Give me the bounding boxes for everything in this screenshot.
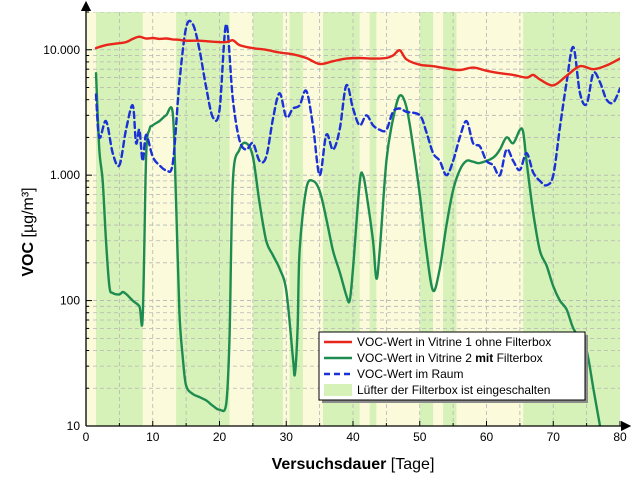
legend-box — [318, 331, 586, 401]
x-tick-label: 0 — [83, 430, 90, 444]
legend-entry-raum: VOC-Wert im Raum — [357, 367, 463, 381]
y-tick-label: 100 — [60, 294, 80, 308]
y-axis-title-main: VOC — [20, 242, 37, 277]
series-lines — [94, 19, 620, 426]
x-tick-label: 60 — [480, 430, 494, 444]
x-axis-title-unit: [Tage] — [391, 456, 435, 473]
x-tick-label: 40 — [346, 430, 360, 444]
series-line-vitrine-1 — [94, 35, 620, 87]
y-tick-label: 10.000 — [43, 43, 80, 57]
y-tick-label: 1.000 — [50, 168, 80, 182]
y-axis-title-unit: [µg/m³] — [20, 187, 37, 237]
y-axis-title: VOC [µg/m³] — [20, 187, 37, 276]
legend-swatch-fan — [324, 384, 352, 396]
x-axis-title-main: Versuchsdauer — [272, 456, 387, 473]
x-tick-label: 70 — [547, 430, 561, 444]
y-tick-label: 10 — [67, 419, 81, 433]
legend-entry-fan: Lüfter der Filterbox ist eingeschalten — [357, 383, 550, 397]
x-tick-label: 10 — [146, 430, 160, 444]
x-tick-label: 50 — [413, 430, 427, 444]
legend: VOC-Wert in Vitrine 1 ohne Filterbox VOC-… — [318, 331, 588, 403]
x-tick-label: 20 — [213, 430, 227, 444]
series-line-raum — [94, 19, 620, 187]
series-line-vitrine-2 — [94, 72, 602, 426]
x-tick-label: 30 — [280, 430, 294, 444]
axes — [80, 0, 632, 432]
fan-on-band — [252, 12, 283, 426]
legend-entry-vitrine-1: VOC-Wert in Vitrine 1 ohne Filterbox — [357, 335, 551, 349]
x-axis-title: Versuchsdauer [Tage] — [272, 456, 435, 473]
x-tick-label: 80 — [613, 430, 627, 444]
fan-on-band — [369, 12, 377, 426]
legend-entry-vitrine-2: VOC-Wert in Vitrine 2 mit Filterbox — [357, 351, 543, 365]
